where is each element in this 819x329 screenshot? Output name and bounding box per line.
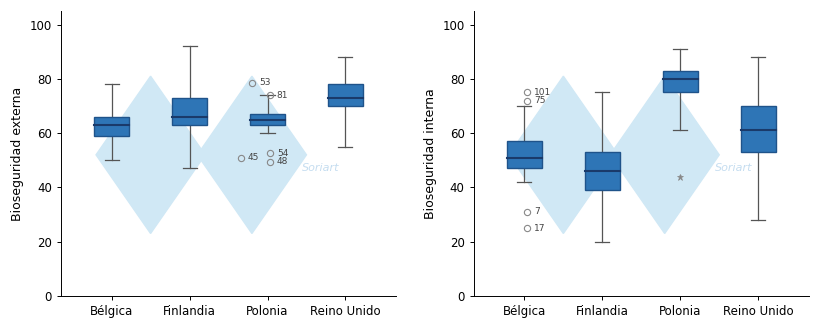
- Polygon shape: [197, 76, 306, 234]
- Y-axis label: Bioseguridad externa: Bioseguridad externa: [11, 86, 24, 221]
- Text: 7: 7: [533, 207, 539, 216]
- Bar: [94, 117, 129, 136]
- Text: 75: 75: [533, 96, 545, 105]
- Bar: [328, 84, 363, 106]
- Bar: [740, 106, 775, 152]
- Bar: [172, 98, 207, 125]
- Text: 17: 17: [533, 224, 545, 233]
- Text: Soriart: Soriart: [714, 163, 752, 173]
- Text: 81: 81: [277, 91, 288, 100]
- Polygon shape: [508, 76, 618, 234]
- Bar: [250, 114, 285, 125]
- Text: Soriart: Soriart: [302, 163, 339, 173]
- Text: 54: 54: [277, 149, 287, 158]
- Text: 45: 45: [247, 153, 259, 162]
- Bar: [662, 71, 697, 92]
- Polygon shape: [609, 76, 718, 234]
- Y-axis label: Bioseguridad interna: Bioseguridad interna: [423, 88, 437, 219]
- Bar: [506, 141, 541, 168]
- Bar: [584, 152, 619, 190]
- Text: 48: 48: [277, 157, 287, 166]
- Text: 101: 101: [533, 88, 550, 97]
- Text: 53: 53: [259, 79, 270, 88]
- Polygon shape: [96, 76, 205, 234]
